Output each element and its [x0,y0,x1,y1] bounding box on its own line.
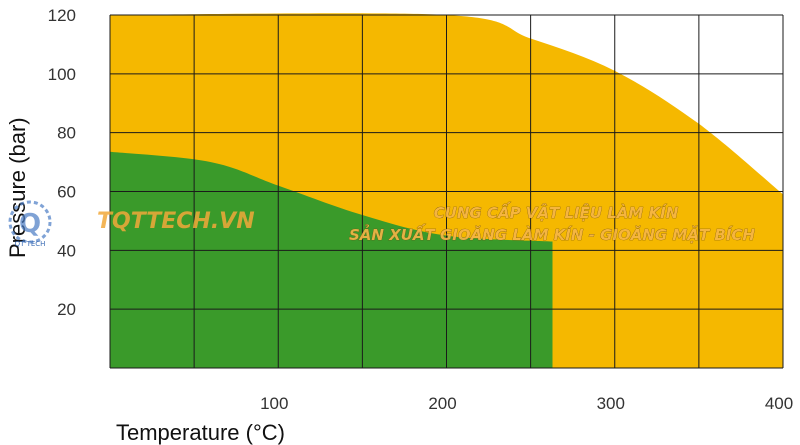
svg-text:Q: Q [19,209,41,239]
x-axis-title: Temperature (°C) [116,420,285,445]
x-tick-label: 400 [765,394,793,413]
y-tick-label: 20 [57,300,76,319]
x-tick-label: 300 [597,394,625,413]
grid-layer [109,14,784,369]
y-tick-label: 80 [57,124,76,143]
x-tick-label: 200 [428,394,456,413]
y-tick-label: 100 [48,65,76,84]
y-tick-label: 40 [57,241,76,260]
watermark-logo: Q QT TECH [8,200,52,248]
watermark-line-2: SẢN XUẤT GIOĂNG LÀM KÍN - GIOĂNG MẶT BÍC… [349,223,755,244]
y-tick-labels: 20 40 60 80 100 120 [48,6,76,319]
y-axis-title: Pressure (bar) [5,117,30,258]
watermark: Q QT TECH TQTTECH.VN CUNG CẤP VẬT LIỆU L… [8,200,756,248]
x-tick-labels: 100 200 300 400 [260,394,793,413]
y-tick-label: 60 [57,183,76,202]
watermark-logo-text: QT TECH [15,240,46,248]
watermark-line-1: CUNG CẤP VẬT LIỆU LÀM KÍN [434,201,679,222]
y-tick-label: 120 [48,6,76,25]
watermark-brand: TQTTECH.VN [97,209,255,234]
inner-region-area [110,151,553,368]
x-tick-label: 100 [260,394,288,413]
